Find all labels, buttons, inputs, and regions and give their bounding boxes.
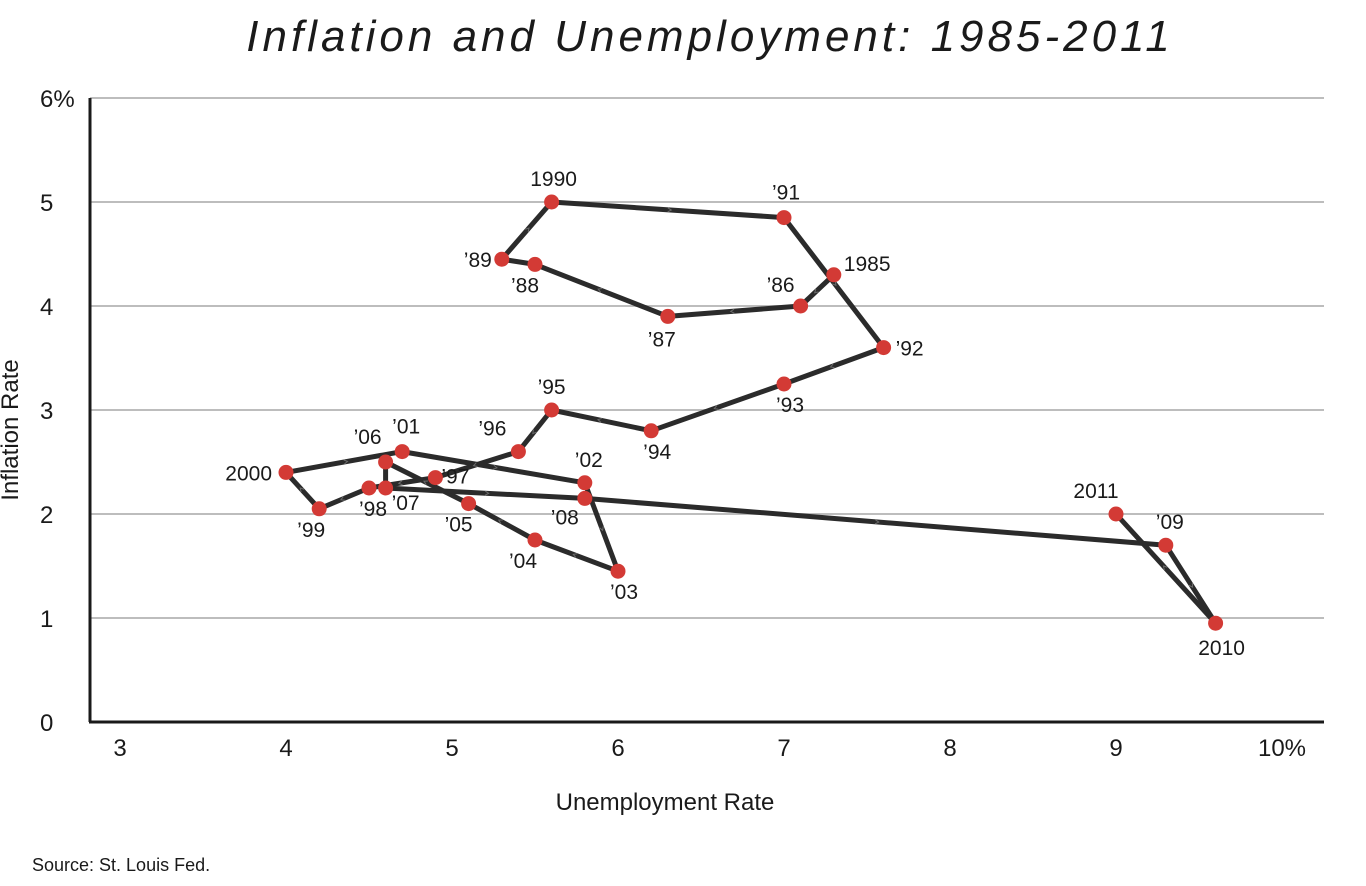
data-point (1108, 506, 1124, 522)
x-tick-label: 9 (1109, 735, 1122, 762)
series-segment (499, 199, 555, 262)
series-line (283, 199, 1219, 626)
x-tick-labels: 3 4 5 6 7 8 9 10% (113, 735, 1306, 762)
y-tick-labels: 0 1 2 3 4 5 6% (40, 86, 75, 737)
point-label: ’02 (575, 449, 603, 472)
data-point (527, 256, 543, 272)
series-segment (549, 407, 654, 434)
point-label: 2010 (1198, 637, 1245, 660)
series-segment (515, 407, 555, 455)
series-segment (532, 261, 671, 319)
axes (88, 98, 1324, 724)
series-segment (648, 381, 787, 434)
data-point (776, 210, 792, 226)
point-label: ’05 (445, 514, 473, 537)
y-tick-label: 3 (40, 398, 53, 425)
point-label: ’87 (648, 328, 676, 351)
series-segment (781, 215, 887, 351)
point-label: 2000 (225, 462, 272, 485)
point-label: 2011 (1073, 480, 1118, 503)
y-tick-label: 5 (40, 190, 53, 217)
point-label: ’08 (551, 506, 579, 529)
x-tick-label: 10% (1258, 735, 1306, 762)
data-point (876, 340, 892, 356)
y-tick-label: 0 (40, 710, 53, 737)
data-point (378, 480, 394, 496)
data-point (643, 423, 659, 439)
data-point (427, 470, 443, 486)
data-point (776, 376, 792, 392)
data-point (793, 298, 809, 314)
x-tick-label: 3 (113, 735, 126, 762)
chart-title: Inflation and Unemployment: 1985-2011 (246, 12, 1174, 61)
point-label: ’88 (511, 274, 539, 297)
series-segment (549, 199, 787, 221)
x-tick-label: 6 (611, 735, 624, 762)
data-point (527, 532, 543, 548)
point-label: ’92 (896, 338, 924, 361)
data-point (1158, 537, 1174, 553)
data-point (494, 251, 510, 267)
point-label: ’06 (354, 426, 382, 449)
data-point (510, 444, 526, 460)
point-label: 1990 (530, 168, 577, 191)
y-tick-label: 1 (40, 606, 53, 633)
data-point (361, 480, 377, 496)
point-label: ’86 (767, 274, 795, 297)
x-tick-label: 5 (445, 735, 458, 762)
x-axis-label: Unemployment Rate (556, 789, 775, 816)
point-label: ’96 (478, 418, 506, 441)
data-point (660, 308, 676, 324)
point-label: ’03 (610, 581, 638, 604)
point-label: ’99 (297, 519, 325, 542)
point-label: ’94 (643, 441, 671, 464)
data-point (544, 402, 560, 418)
data-points (278, 194, 1224, 631)
point-label: ’04 (509, 550, 537, 573)
series-segment (665, 303, 804, 319)
data-point (610, 563, 626, 579)
data-point (378, 454, 394, 470)
y-axis-label: Inflation Rate (0, 359, 24, 500)
point-label: ’91 (772, 182, 800, 205)
data-point (577, 490, 593, 506)
source-note: Source: St. Louis Fed. (32, 855, 211, 875)
x-tick-label: 8 (943, 735, 956, 762)
point-label: ’07 (392, 492, 420, 515)
point-label: ’97 (441, 466, 469, 489)
point-label: ’09 (1156, 511, 1184, 534)
data-point (826, 267, 842, 283)
data-point (394, 444, 410, 460)
point-label: ’01 (392, 416, 420, 439)
point-labels: 1985 ’86 ’87 ’88 ’89 1990 ’91 ’92 ’93 ’94 ’95 ’96 ’9… (225, 168, 1245, 660)
series-segment (781, 345, 887, 387)
y-tick-label: 2 (40, 502, 53, 529)
data-point (278, 464, 294, 480)
data-point (311, 501, 327, 517)
point-label: ’93 (776, 394, 804, 417)
point-label: ’89 (464, 249, 492, 272)
series-segment (582, 495, 1169, 548)
point-label: ’95 (538, 376, 566, 399)
data-point (544, 194, 560, 210)
data-point (461, 496, 477, 512)
data-point (1208, 615, 1224, 631)
series-segment (466, 501, 538, 543)
point-label: ’98 (359, 498, 387, 521)
point-label: 1985 (844, 253, 891, 276)
y-tick-label: 4 (40, 294, 53, 321)
x-tick-label: 4 (279, 735, 292, 762)
y-tick-label: 6% (40, 86, 75, 113)
data-point (577, 475, 593, 491)
x-tick-label: 7 (777, 735, 790, 762)
